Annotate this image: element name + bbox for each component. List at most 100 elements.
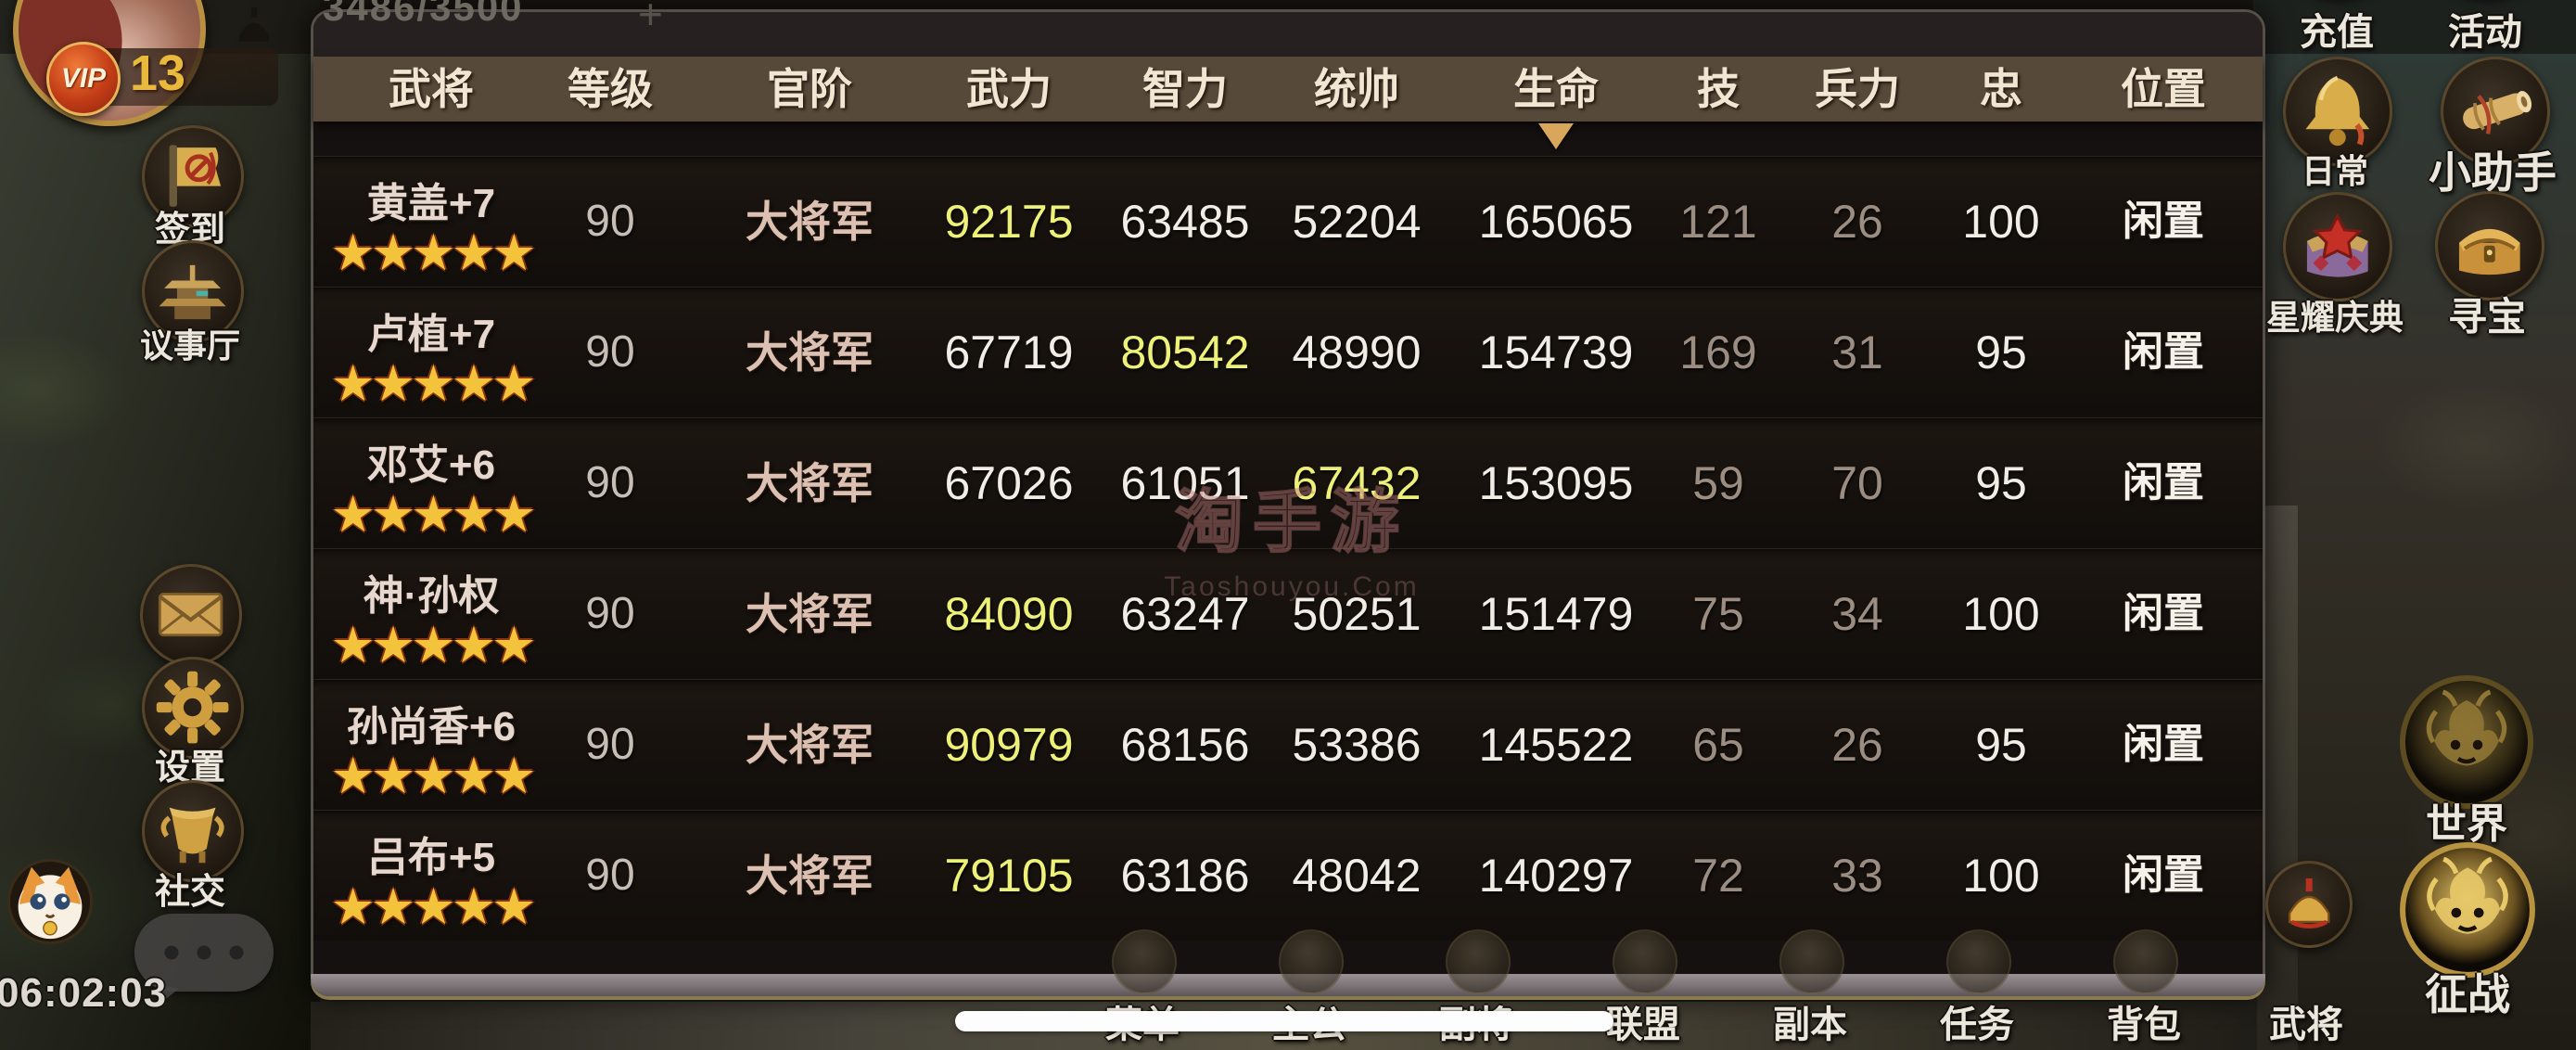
deputy-icon[interactable] (1446, 929, 1511, 994)
world-icon[interactable] (2397, 672, 2536, 812)
alliance-icon[interactable] (1613, 929, 1677, 994)
general-row[interactable]: 吕布+5 ★★★★★ 90 大将军 79105 63186 48042 140297 72 33 1… (313, 810, 2263, 941)
star-rating: ★★★★★ (330, 356, 536, 412)
cat-icon (18, 866, 83, 940)
council-hall-button-label[interactable]: 议事厅 (139, 327, 241, 365)
chat-bubble-button[interactable] (134, 914, 274, 992)
cell-rank: 大将军 (746, 198, 874, 246)
column-header-2[interactable]: 官阶 (767, 65, 852, 113)
column-header-4[interactable]: 智力 (1142, 65, 1228, 113)
general-row[interactable]: 孙尚香+6 ★★★★★ 90 大将军 90979 68156 53386 145522 65 26… (313, 679, 2263, 810)
cell-zhili: 63485 (1120, 196, 1250, 248)
lord-icon[interactable] (1279, 929, 1344, 994)
general-row[interactable]: 黄盖+7 ★★★★★ 90 大将军 92175 63485 52204 165065 121 26… (313, 156, 2263, 287)
social-button-label[interactable]: 社交 (154, 873, 226, 912)
bell-icon[interactable] (2283, 57, 2392, 166)
column-header-9[interactable]: 忠 (1980, 65, 2022, 113)
cell-shengming: 165065 (1478, 196, 1634, 248)
cell-position: 闲置 (2123, 852, 2204, 898)
cell-bingli: 26 (1831, 196, 1883, 248)
daily-button-label[interactable]: 日常 (2301, 152, 2369, 190)
cat-assistant-button[interactable] (7, 859, 93, 944)
cell-shengming: 140297 (1478, 850, 1634, 902)
cell-rank: 大将军 (746, 328, 874, 377)
cell-rank: 大将军 (746, 459, 874, 507)
cell-tongshuai: 67432 (1292, 457, 1422, 509)
hall-icon[interactable] (142, 240, 244, 342)
cell-wuli: 90979 (944, 719, 1074, 771)
column-header-6[interactable]: 生命 (1513, 65, 1599, 113)
assistant-button-label[interactable]: 小助手 (2429, 148, 2557, 197)
general-name: 黄盖+7 (366, 181, 496, 226)
general-row[interactable]: 神·孙权 ★★★★★ 90 大将军 84090 63247 50251 151479 75 34 1… (313, 548, 2263, 679)
cell-rank: 大将军 (746, 721, 874, 769)
bottom-menu-dungeon[interactable]: 副本 (1773, 1005, 1847, 1045)
helmet-icon[interactable] (2265, 861, 2353, 948)
scroll-icon[interactable] (2441, 57, 2550, 166)
bottom-menu-alliance[interactable]: 联盟 (1606, 1005, 1680, 1045)
cell-tongshuai: 48042 (1292, 850, 1422, 902)
cell-level: 90 (585, 458, 635, 507)
star-rating: ★★★★★ (330, 487, 536, 543)
cell-ji: 121 (1679, 196, 1757, 248)
cell-level: 90 (585, 589, 635, 638)
cell-level: 90 (585, 851, 635, 900)
column-header-8[interactable]: 兵力 (1815, 65, 1900, 113)
cell-zhong: 95 (1975, 719, 2027, 771)
mail-icon[interactable] (140, 564, 242, 666)
cell-zhong: 100 (1962, 588, 2040, 640)
general-name-block: 卢植+7 ★★★★★ (330, 288, 536, 417)
gear-icon[interactable] (142, 657, 244, 759)
star-chest-icon[interactable] (2283, 192, 2392, 301)
cell-bingli: 33 (1831, 850, 1883, 902)
column-header-7[interactable]: 技 (1697, 65, 1740, 113)
bag-icon[interactable] (2113, 929, 2178, 994)
dungeon-icon[interactable] (1779, 929, 1844, 994)
cell-ji: 72 (1692, 850, 1744, 902)
home-indicator[interactable] (955, 1011, 1613, 1031)
treasure-hunt-button-label[interactable]: 寻宝 (2447, 295, 2527, 339)
campaign-button-label[interactable]: 征战 (2425, 970, 2510, 1018)
menu-icon[interactable] (1112, 929, 1177, 994)
column-header-0[interactable]: 武将 (389, 65, 474, 113)
cell-position: 闲置 (2123, 198, 2204, 244)
cell-wuli: 67026 (944, 457, 1074, 509)
clock-label: 06:02:03 (0, 970, 168, 1016)
vip-badge[interactable]: VIP (46, 42, 121, 116)
bottom-menu-quests[interactable]: 任务 (1940, 1005, 2014, 1045)
campaign-icon[interactable] (2397, 839, 2538, 980)
cell-ji: 65 (1692, 719, 1744, 771)
general-row[interactable]: 卢植+7 ★★★★★ 90 大将军 67719 80542 48990 154739 169 31… (313, 287, 2263, 417)
recharge-button-label[interactable]: 充值 (2300, 12, 2374, 53)
column-header-10[interactable]: 位置 (2121, 65, 2206, 113)
generals-shortcut-label[interactable]: 武将 (2269, 1005, 2343, 1045)
flag-icon[interactable] (142, 125, 244, 227)
general-row[interactable]: 邓艾+6 ★★★★★ 90 大将军 67026 61051 67432 153095 59 70 9… (313, 417, 2263, 548)
cell-rank: 大将军 (746, 852, 874, 900)
cell-bingli: 70 (1831, 457, 1883, 509)
star-gala-button-label[interactable]: 星耀庆典 (2266, 299, 2404, 337)
quests-icon[interactable] (1946, 929, 2011, 994)
cell-zhili: 63186 (1120, 850, 1250, 902)
column-header-3[interactable]: 武力 (966, 65, 1052, 113)
helmet-silhouette-icon (239, 6, 269, 42)
column-header-5[interactable]: 统帅 (1314, 65, 1399, 113)
cell-position: 闲置 (2123, 329, 2204, 375)
bottom-menu-bag[interactable]: 背包 (2107, 1005, 2181, 1045)
cell-tongshuai: 53386 (1292, 719, 1422, 771)
general-name-block: 黄盖+7 ★★★★★ (330, 157, 536, 287)
cell-bingli: 26 (1831, 719, 1883, 771)
add-icon[interactable]: + (638, 0, 663, 38)
cell-zhong: 95 (1975, 457, 2027, 509)
cell-level: 90 (585, 197, 635, 246)
chest-icon[interactable] (2435, 191, 2544, 301)
cell-tongshuai: 48990 (1292, 327, 1422, 378)
cauldron-icon[interactable] (142, 780, 244, 882)
column-header-1[interactable]: 等级 (567, 65, 653, 113)
cell-bingli: 34 (1831, 588, 1883, 640)
cell-level: 90 (585, 327, 635, 377)
events-button-label[interactable]: 活动 (2448, 12, 2522, 53)
world-button-label[interactable]: 世界 (2426, 801, 2507, 847)
cell-zhong: 100 (1962, 196, 2040, 248)
